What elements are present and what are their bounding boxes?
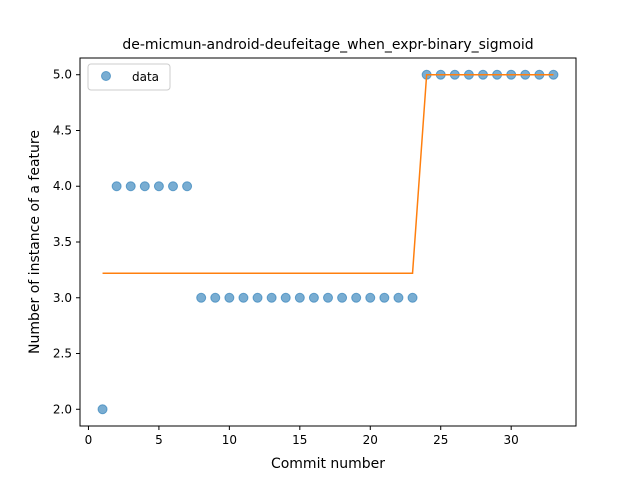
data-point bbox=[111, 181, 122, 192]
x-tick-label: 25 bbox=[433, 433, 448, 447]
legend-label-data: data bbox=[132, 70, 159, 84]
data-point bbox=[210, 292, 221, 303]
y-axis-label: Number of instance of a feature bbox=[27, 130, 43, 354]
fitted-sigmoid-line bbox=[102, 73, 554, 274]
y-tick-label: 2.0 bbox=[53, 402, 72, 416]
data-point bbox=[365, 292, 376, 303]
y-tick-label: 3.0 bbox=[53, 291, 72, 305]
legend-marker-data bbox=[101, 71, 111, 81]
y-tick-label: 4.5 bbox=[53, 123, 72, 137]
axes-frame bbox=[79, 57, 577, 427]
y-tick-label: 5.0 bbox=[53, 68, 72, 82]
data-point bbox=[337, 292, 348, 303]
x-tick-label: 10 bbox=[222, 433, 237, 447]
data-point bbox=[168, 181, 178, 192]
data-point bbox=[182, 181, 193, 192]
data-point bbox=[280, 292, 291, 303]
data-point bbox=[407, 292, 418, 303]
y-tick-label: 4.0 bbox=[53, 179, 72, 193]
x-tick-label: 30 bbox=[504, 433, 519, 447]
legend: data bbox=[87, 63, 171, 91]
y-tick-label: 3.5 bbox=[53, 235, 72, 249]
data-point bbox=[196, 292, 207, 303]
data-point bbox=[308, 292, 319, 303]
data-point bbox=[252, 292, 263, 303]
data-point bbox=[153, 181, 164, 192]
data-point bbox=[238, 292, 249, 303]
x-tick-label: 15 bbox=[292, 433, 307, 447]
x-tick-label: 20 bbox=[363, 433, 378, 447]
y-tick-label: 2.5 bbox=[53, 347, 72, 361]
chart-title: de-micmun-android-deufeitage_when_expr-b… bbox=[122, 37, 533, 53]
data-point bbox=[393, 292, 404, 303]
data-point bbox=[224, 292, 235, 303]
x-tick-label: 5 bbox=[155, 433, 163, 447]
legend-box bbox=[87, 63, 171, 91]
data-point bbox=[323, 292, 333, 303]
data-point bbox=[351, 292, 362, 303]
x-tick-label: 0 bbox=[85, 433, 93, 447]
data-point bbox=[97, 404, 108, 415]
x-axis-label: Commit number bbox=[271, 456, 385, 472]
data-point bbox=[379, 292, 390, 303]
y-axis: 2.0 2.5 3.0 3.5 4.0 4.5 5.0 bbox=[53, 68, 80, 416]
data-point bbox=[294, 292, 305, 303]
data-point bbox=[125, 181, 136, 192]
series-layer bbox=[97, 69, 559, 415]
data-point bbox=[139, 181, 150, 192]
x-axis: 0 5 10 15 20 25 30 bbox=[85, 426, 519, 447]
data-point bbox=[266, 292, 277, 303]
